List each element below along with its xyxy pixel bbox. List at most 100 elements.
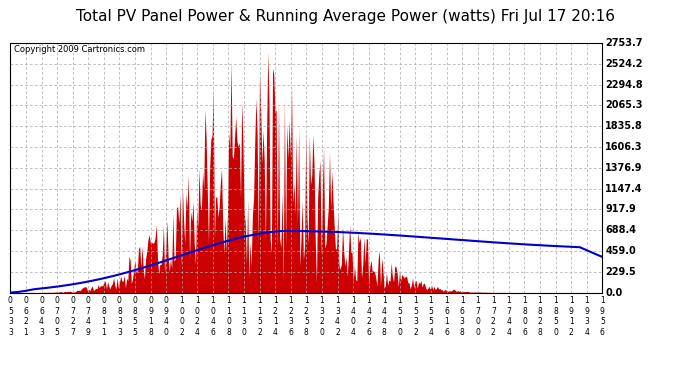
Text: 1: 1 <box>257 307 262 316</box>
Text: 688.4: 688.4 <box>605 225 636 235</box>
Text: 229.5: 229.5 <box>605 267 636 277</box>
Text: 1376.9: 1376.9 <box>605 163 642 173</box>
Text: 3: 3 <box>460 317 464 326</box>
Text: 5: 5 <box>428 317 433 326</box>
Text: 0: 0 <box>164 328 168 337</box>
Text: 4: 4 <box>164 317 168 326</box>
Text: 0: 0 <box>179 307 184 316</box>
Text: 8: 8 <box>553 307 558 316</box>
Text: 0: 0 <box>55 317 59 326</box>
Text: 0: 0 <box>86 296 90 305</box>
Text: 9: 9 <box>86 328 90 337</box>
Text: 0: 0 <box>39 296 44 305</box>
Text: 1: 1 <box>195 296 199 305</box>
Text: 0: 0 <box>397 328 402 337</box>
Text: 1: 1 <box>366 296 371 305</box>
Text: 4: 4 <box>210 317 215 326</box>
Text: 8: 8 <box>226 328 231 337</box>
Text: 1: 1 <box>273 317 277 326</box>
Text: 0: 0 <box>241 328 246 337</box>
Text: 5: 5 <box>132 317 137 326</box>
Text: 3: 3 <box>319 307 324 316</box>
Text: 2: 2 <box>366 317 371 326</box>
Text: 6: 6 <box>210 328 215 337</box>
Text: 9: 9 <box>569 307 573 316</box>
Text: 5: 5 <box>132 328 137 337</box>
Text: 7: 7 <box>70 328 75 337</box>
Text: 0: 0 <box>101 296 106 305</box>
Text: 3: 3 <box>39 328 44 337</box>
Text: 1: 1 <box>23 328 28 337</box>
Text: 0: 0 <box>351 317 355 326</box>
Text: 5: 5 <box>600 317 605 326</box>
Text: 0: 0 <box>553 328 558 337</box>
Text: 1: 1 <box>569 317 573 326</box>
Text: 1: 1 <box>475 296 480 305</box>
Text: 0: 0 <box>522 317 527 326</box>
Text: 1: 1 <box>288 296 293 305</box>
Text: 4: 4 <box>366 307 371 316</box>
Text: 6: 6 <box>366 328 371 337</box>
Text: 1: 1 <box>210 296 215 305</box>
Text: 7: 7 <box>70 307 75 316</box>
Text: 1606.3: 1606.3 <box>605 142 642 152</box>
Text: 1: 1 <box>569 296 573 305</box>
Text: 1: 1 <box>382 296 386 305</box>
Text: 2: 2 <box>413 328 417 337</box>
Text: 8: 8 <box>382 328 386 337</box>
Text: 1: 1 <box>584 296 589 305</box>
Text: 8: 8 <box>117 307 121 316</box>
Text: 1: 1 <box>397 317 402 326</box>
Text: 1: 1 <box>273 296 277 305</box>
Text: 0: 0 <box>164 296 168 305</box>
Text: 2: 2 <box>195 317 199 326</box>
Text: 2: 2 <box>319 317 324 326</box>
Text: 2: 2 <box>288 307 293 316</box>
Text: 2: 2 <box>304 307 308 316</box>
Text: 2: 2 <box>257 328 262 337</box>
Text: 917.9: 917.9 <box>605 204 636 214</box>
Text: 1: 1 <box>553 296 558 305</box>
Text: 1: 1 <box>428 296 433 305</box>
Text: 2065.3: 2065.3 <box>605 100 642 111</box>
Text: 1: 1 <box>351 296 355 305</box>
Text: 6: 6 <box>600 328 605 337</box>
Text: 7: 7 <box>86 307 90 316</box>
Text: 1: 1 <box>241 307 246 316</box>
Text: 5: 5 <box>553 317 558 326</box>
Text: 1: 1 <box>397 296 402 305</box>
Text: 1: 1 <box>148 317 153 326</box>
Text: 4: 4 <box>351 307 355 316</box>
Text: 1: 1 <box>226 296 231 305</box>
Text: 0: 0 <box>195 307 199 316</box>
Text: 3: 3 <box>335 307 340 316</box>
Text: 0: 0 <box>23 296 28 305</box>
Text: 8: 8 <box>538 328 542 337</box>
Text: 2: 2 <box>569 328 573 337</box>
Text: 3: 3 <box>413 317 418 326</box>
Text: 4: 4 <box>195 328 199 337</box>
Text: 6: 6 <box>39 307 44 316</box>
Text: 5: 5 <box>397 307 402 316</box>
Text: 4: 4 <box>335 317 340 326</box>
Text: 1: 1 <box>538 296 542 305</box>
Text: 0: 0 <box>226 317 231 326</box>
Text: 0: 0 <box>475 328 480 337</box>
Text: 9: 9 <box>600 307 605 316</box>
Text: 2: 2 <box>491 328 495 337</box>
Text: 7: 7 <box>506 307 511 316</box>
Text: 2: 2 <box>23 317 28 326</box>
Text: 1: 1 <box>304 296 308 305</box>
Text: 0: 0 <box>179 317 184 326</box>
Text: 0: 0 <box>55 296 59 305</box>
Text: 6: 6 <box>460 307 464 316</box>
Text: 4: 4 <box>506 328 511 337</box>
Text: 0: 0 <box>8 296 13 305</box>
Text: 1835.8: 1835.8 <box>605 121 643 131</box>
Text: 5: 5 <box>304 317 309 326</box>
Text: 1: 1 <box>444 296 449 305</box>
Text: 1: 1 <box>319 296 324 305</box>
Text: 0: 0 <box>475 317 480 326</box>
Text: 2: 2 <box>179 328 184 337</box>
Text: 1: 1 <box>335 296 340 305</box>
